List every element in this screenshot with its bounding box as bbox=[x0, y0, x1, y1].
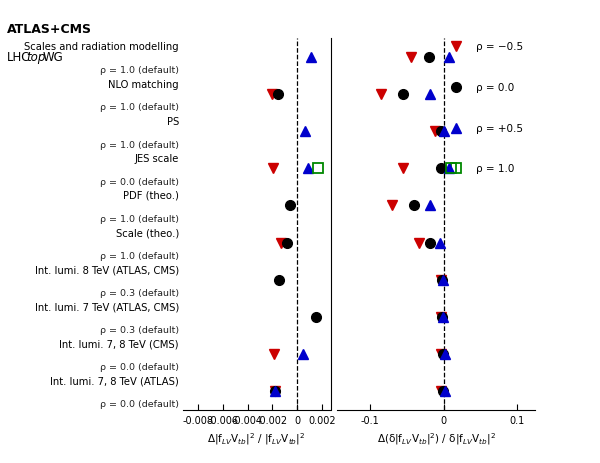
Text: ρ = 1.0 (default): ρ = 1.0 (default) bbox=[100, 140, 179, 149]
Text: NLO matching: NLO matching bbox=[108, 79, 179, 89]
Text: ρ = 0.3 (default): ρ = 0.3 (default) bbox=[100, 288, 179, 297]
Text: ρ = +0.5: ρ = +0.5 bbox=[476, 123, 523, 133]
Text: ρ = 1.0: ρ = 1.0 bbox=[476, 164, 514, 174]
Text: ATLAS+CMS: ATLAS+CMS bbox=[7, 23, 92, 36]
Text: WG: WG bbox=[43, 51, 64, 64]
Text: JES scale: JES scale bbox=[134, 153, 179, 163]
X-axis label: Δ(δ|f$_{LV}$V$_{tb}$|$^2$) / δ|f$_{LV}$V$_{tb}$|$^2$: Δ(δ|f$_{LV}$V$_{tb}$|$^2$) / δ|f$_{LV}$V… bbox=[377, 430, 496, 446]
Text: ρ = 0.0 (default): ρ = 0.0 (default) bbox=[100, 177, 179, 186]
Text: Int. lumi. 7 TeV (ATLAS, CMS): Int. lumi. 7 TeV (ATLAS, CMS) bbox=[35, 301, 179, 312]
Text: ρ = 0.0 (default): ρ = 0.0 (default) bbox=[100, 400, 179, 408]
Text: ρ = 1.0 (default): ρ = 1.0 (default) bbox=[100, 251, 179, 260]
Text: LHC: LHC bbox=[7, 51, 31, 64]
Text: ρ = 0.0: ρ = 0.0 bbox=[476, 82, 514, 93]
Text: ρ = 1.0 (default): ρ = 1.0 (default) bbox=[100, 214, 179, 223]
Text: Scale (theo.): Scale (theo.) bbox=[116, 227, 179, 238]
X-axis label: Δ|f$_{LV}$V$_{tb}$|$^2$ / |f$_{LV}$V$_{tb}$|$^2$: Δ|f$_{LV}$V$_{tb}$|$^2$ / |f$_{LV}$V$_{t… bbox=[208, 430, 305, 446]
Text: Int. lumi. 7, 8 TeV (CMS): Int. lumi. 7, 8 TeV (CMS) bbox=[59, 338, 179, 349]
Text: top: top bbox=[26, 51, 46, 64]
Text: PS: PS bbox=[167, 116, 179, 126]
Text: Int. lumi. 7, 8 TeV (ATLAS): Int. lumi. 7, 8 TeV (ATLAS) bbox=[50, 375, 179, 386]
Text: Int. lumi. 8 TeV (ATLAS, CMS): Int. lumi. 8 TeV (ATLAS, CMS) bbox=[35, 264, 179, 275]
Text: ρ = −0.5: ρ = −0.5 bbox=[476, 42, 523, 52]
Text: ρ = 1.0 (default): ρ = 1.0 (default) bbox=[100, 66, 179, 75]
Text: ρ = 0.3 (default): ρ = 0.3 (default) bbox=[100, 325, 179, 334]
Text: ρ = 1.0 (default): ρ = 1.0 (default) bbox=[100, 103, 179, 112]
Text: ρ = 0.0 (default): ρ = 0.0 (default) bbox=[100, 363, 179, 371]
Text: PDF (theo.): PDF (theo.) bbox=[123, 190, 179, 200]
Text: Scales and radiation modelling: Scales and radiation modelling bbox=[24, 42, 179, 52]
